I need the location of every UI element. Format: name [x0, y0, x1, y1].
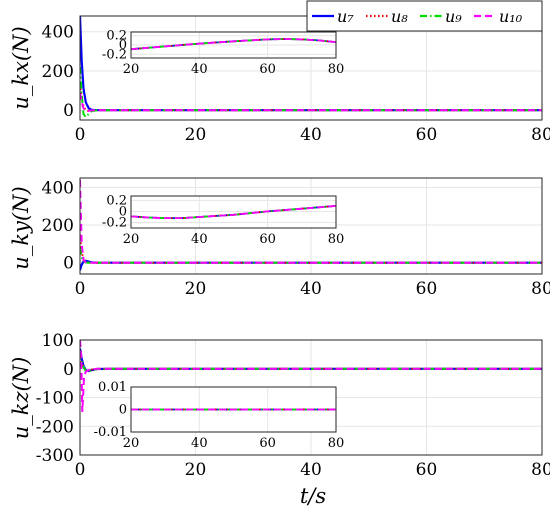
- x-tick-label: 0: [75, 460, 86, 480]
- y-tick-label: 0: [63, 360, 74, 380]
- inset-x-tick-label: 20: [123, 232, 140, 247]
- inset-x-tick-label: 20: [123, 62, 140, 77]
- y-axis-label: u_kx(N): [9, 26, 33, 109]
- y-tick-label: 100: [42, 331, 74, 351]
- x-tick-label: 0: [75, 125, 86, 145]
- y-tick-label: 400: [42, 178, 74, 198]
- y-tick-label: 0: [63, 254, 74, 274]
- inset-x-tick-label: 80: [328, 436, 345, 451]
- inset-y-tick-label: 0: [119, 204, 127, 219]
- x-tick-label: 40: [300, 460, 322, 480]
- y-tick-label: -100: [36, 389, 74, 409]
- inset-frame: [130, 195, 337, 229]
- y-axis-label: u_kz(N): [9, 357, 33, 440]
- y-axis-label: u_ky(N): [9, 186, 33, 269]
- inset-y-tick-label: -0.2: [102, 215, 127, 230]
- x-tick-label: 40: [300, 279, 322, 299]
- inset-y-tick-label: 0: [119, 403, 127, 418]
- inset-x-tick-label: 20: [123, 436, 140, 451]
- plot-frame: [79, 339, 543, 456]
- legend-label-u10: u₁₀: [499, 7, 523, 26]
- series-line-u10: [80, 179, 542, 264]
- inset-y-tick-label: -0.2: [102, 47, 127, 62]
- x-tick-label: 80: [531, 460, 550, 480]
- series-line-u10: [80, 92, 542, 113]
- y-tick-label: 0: [63, 101, 74, 121]
- x-tick-label: 80: [531, 279, 550, 299]
- x-tick-label: 0: [75, 279, 86, 299]
- inset-2: 20 40 60 80 0.20-0.2: [102, 193, 344, 247]
- legend-label-u7: u₇: [337, 7, 354, 26]
- legend-label-u8: u₈: [391, 7, 408, 26]
- inset-x-tick-label: 60: [259, 62, 276, 77]
- y-tick-label: 200: [42, 62, 74, 82]
- legend-label-u9: u₉: [445, 7, 462, 26]
- y-tick-label: -200: [36, 417, 74, 437]
- plot-frame: [79, 177, 543, 275]
- x-tick-label: 80: [531, 125, 550, 145]
- y-tick-label: -300: [36, 446, 74, 466]
- inset-x-tick-label: 60: [259, 232, 276, 247]
- series-line-u9: [80, 247, 542, 264]
- inset-y-tick-label: 0: [119, 38, 127, 53]
- x-tick-label: 60: [416, 279, 438, 299]
- legend: u₇ u₈ u₉ u₁₀: [306, 0, 543, 32]
- inset-y-tick-label: 0.2: [106, 193, 127, 208]
- inset-series-line-u10: [130, 38, 337, 51]
- inset-x-tick-label: 80: [328, 232, 345, 247]
- x-tick-label: 60: [416, 460, 438, 480]
- inset-y-tick-label: -0.01: [94, 425, 127, 440]
- inset-y-tick-label: 0.2: [106, 29, 127, 44]
- inset-frame: [130, 31, 337, 59]
- inset-x-tick-label: 40: [191, 232, 208, 247]
- series-line-u10: [80, 340, 542, 412]
- inset-1: 20 40 60 80 0.20-0.2: [102, 29, 344, 77]
- x-axis-label: t/s: [300, 484, 327, 508]
- inset-x-tick-label: 60: [259, 436, 276, 451]
- inset-frame: [130, 386, 337, 433]
- inset-x-tick-label: 40: [191, 436, 208, 451]
- x-tick-label: 20: [185, 279, 207, 299]
- x-tick-label: 20: [185, 125, 207, 145]
- inset-x-tick-label: 80: [328, 62, 345, 77]
- inset-series-line-u10: [130, 205, 337, 220]
- x-tick-label: 40: [300, 125, 322, 145]
- inset-y-tick-label: 0.01: [98, 380, 127, 395]
- y-tick-label: 400: [42, 23, 74, 43]
- inset-3: 20 40 60 80 0.01 0 -0.01: [94, 380, 345, 451]
- x-tick-label: 20: [185, 460, 207, 480]
- x-tick-label: 60: [416, 125, 438, 145]
- inset-x-tick-label: 40: [191, 62, 208, 77]
- y-tick-label: 200: [42, 216, 74, 236]
